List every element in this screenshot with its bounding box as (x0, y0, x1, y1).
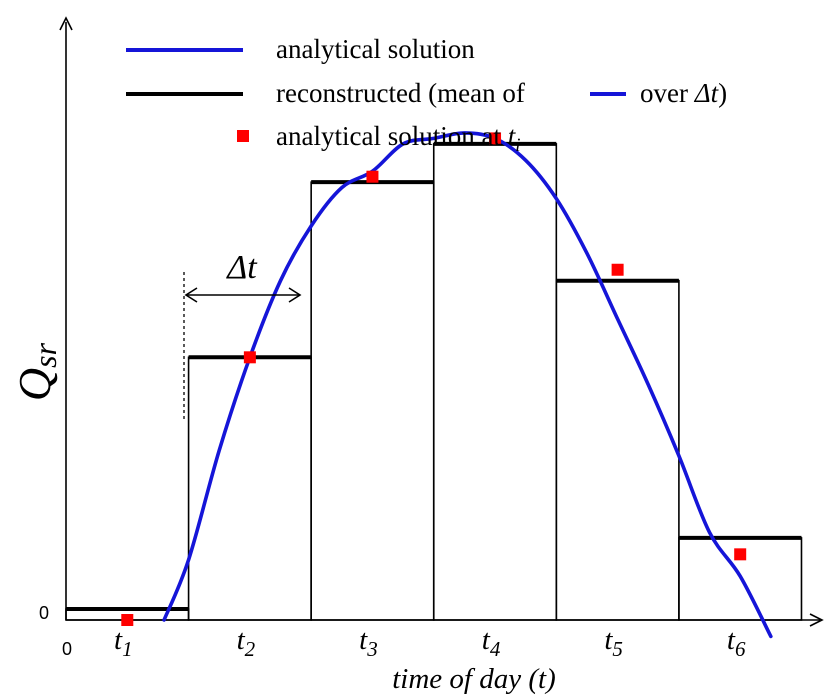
reconstructed-bar (432, 143, 558, 621)
analytical-curve-group (162, 131, 773, 639)
reconstructed-bar (555, 279, 680, 621)
legend-label-reconstructed: reconstructed (mean of (276, 78, 525, 108)
reconstructed-bar (310, 181, 435, 621)
origin-y-label: 0 (39, 603, 49, 623)
x-axis-label: time of day (t) (392, 663, 555, 695)
x-tick-label: t6 (727, 624, 746, 661)
analytical-curve (162, 131, 773, 639)
analytical-point (611, 263, 624, 276)
x-tick-label: t2 (237, 624, 256, 661)
legend-swatch-points (237, 130, 249, 142)
analytical-points (121, 132, 747, 626)
analytical-point (243, 351, 256, 364)
x-tick-label: t5 (604, 624, 623, 661)
legend-label-points: analytical solution at ti (276, 121, 521, 156)
x-tick-label: t1 (114, 624, 133, 661)
analytical-point (366, 170, 379, 183)
dt-label: Δt (225, 249, 258, 286)
x-tick-labels: t1 t2 t3 t4 t5 t6 (114, 624, 746, 661)
y-axis-label: Qsr (9, 342, 63, 401)
legend-label-reconstructed-tail: over Δt) (640, 78, 727, 108)
svg-text:Qsr: Qsr (9, 342, 63, 401)
reconstructed-bars (65, 141, 803, 621)
x-axis-arrow (809, 613, 824, 627)
legend: analytical solution reconstructed (mean … (126, 34, 727, 156)
dt-arrow-left (184, 287, 198, 303)
analytical-point (121, 614, 134, 626)
x-tick-label: t3 (359, 624, 378, 661)
legend-label-analytical: analytical solution (276, 34, 475, 64)
dt-arrow-right (288, 287, 302, 303)
x-tick-label: t4 (482, 624, 501, 661)
y-axis-arrow (59, 16, 73, 31)
origin-x-label: 0 (62, 639, 72, 659)
analytical-point (489, 132, 502, 145)
analytical-point (734, 548, 747, 561)
